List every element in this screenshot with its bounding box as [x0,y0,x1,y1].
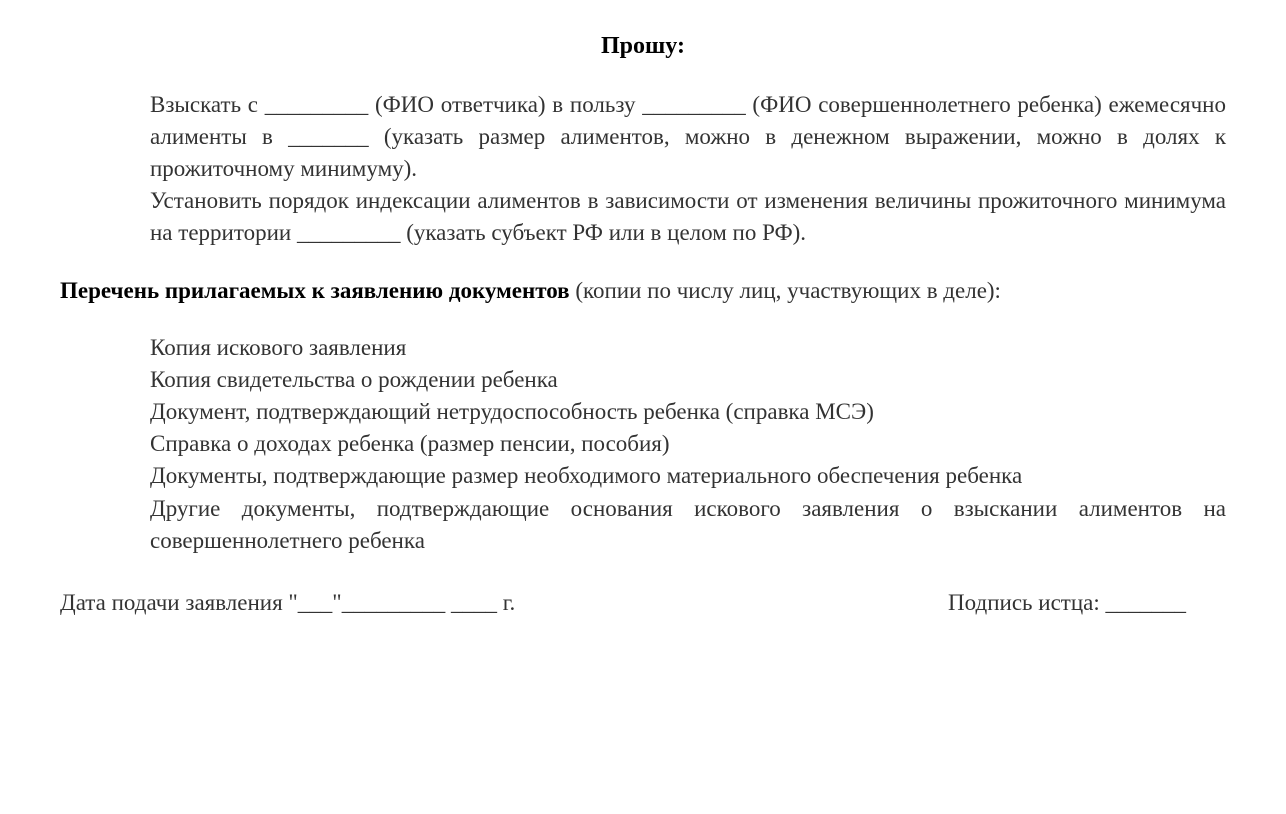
attachment-text: Документы, подтверждающие размер необход… [150,463,1022,488]
attachments-header-bold: Перечень прилагаемых к заявлению докумен… [60,278,570,303]
attachment-text: Копия свидетельства о рождении ребенка [150,367,558,392]
attachment-number: 4. [60,428,150,460]
attachment-number: 6. [60,493,150,525]
attachment-item: 1.Копия искового заявления [60,332,1226,364]
attachment-item: 3.Документ, подтверждающий нетрудоспособ… [60,396,1226,428]
attachments-list: 1.Копия искового заявления 2.Копия свиде… [60,332,1226,557]
date-label: Дата подачи заявления "___"_________ ___… [60,587,515,619]
request-text: Взыскать с _________ (ФИО ответчика) в п… [150,92,1226,181]
attachments-header-rest: (копии по числу лиц, участвующих в деле)… [570,278,1001,303]
attachment-number: 3. [60,396,150,428]
attachments-header: Перечень прилагаемых к заявлению докумен… [60,275,1226,307]
request-heading: Прошу: [60,30,1226,64]
attachment-number: 1. [60,332,150,364]
request-number: 2. [60,185,150,217]
signature-label: Подпись истца: _______ [948,587,1226,619]
request-text: Установить порядок индексации алиментов … [150,188,1226,245]
request-item: 1.Взыскать с _________ (ФИО ответчика) в… [60,89,1226,186]
attachment-text: Документ, подтверждающий нетрудоспособно… [150,399,874,424]
attachment-text: Другие документы, подтверждающие основан… [150,496,1226,553]
request-item: 2.Установить порядок индексации алименто… [60,185,1226,249]
requests-list: 1.Взыскать с _________ (ФИО ответчика) в… [60,89,1226,250]
attachment-item: 6.Другие документы, подтверждающие основ… [60,493,1226,557]
attachment-item: 5.Документы, подтверждающие размер необх… [60,460,1226,492]
attachment-number: 2. [60,364,150,396]
attachment-text: Копия искового заявления [150,335,406,360]
attachment-text: Справка о доходах ребенка (размер пенсии… [150,431,670,456]
request-number: 1. [60,89,150,121]
attachment-number: 5. [60,460,150,492]
attachment-item: 2.Копия свидетельства о рождении ребенка [60,364,1226,396]
attachment-item: 4.Справка о доходах ребенка (размер пенс… [60,428,1226,460]
footer-row: Дата подачи заявления "___"_________ ___… [60,587,1226,619]
